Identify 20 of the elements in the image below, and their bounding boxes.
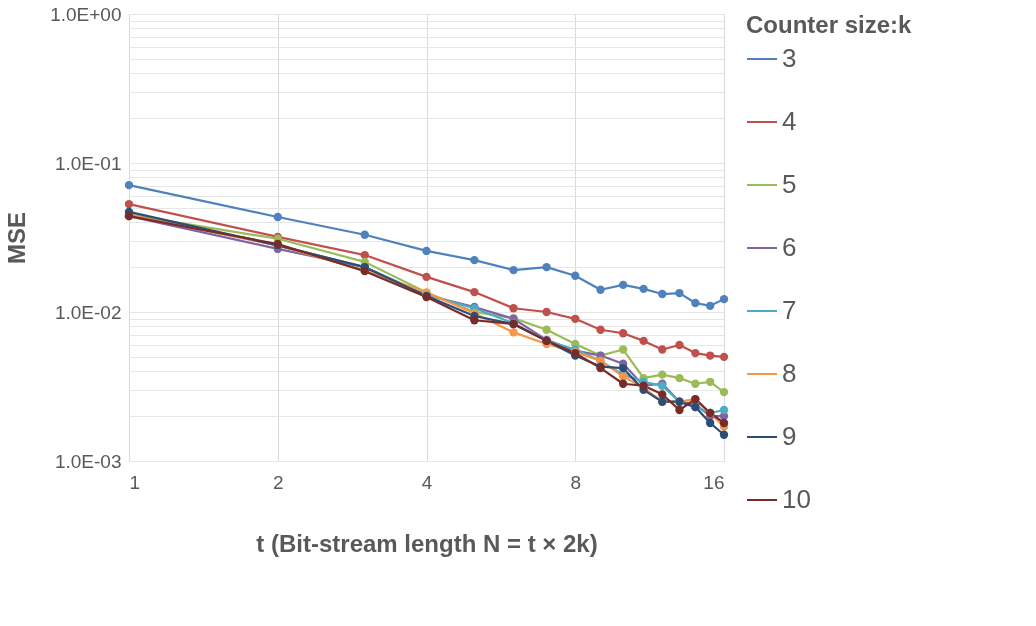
legend-title: Counter size:k [746,11,913,38]
legend-label: 5 [782,169,797,199]
x-tick-label: 4 [421,471,433,493]
x-axis-title: t (Bit-stream length N = t × 2k) [256,529,598,557]
legend-label: 9 [782,421,797,451]
y-axis-title: MSE [3,211,31,265]
legend-label: 4 [782,106,797,136]
x-tick-label: 2 [272,471,284,493]
legend-label: 6 [782,232,797,262]
y-tick-label: 1.0E-02 [54,301,122,323]
x-tick-label: 1 [129,471,141,493]
x-tick-label: 16 [703,471,725,493]
y-tick-label: 1.0E-03 [54,450,122,472]
y-tick-label: 1.0E+00 [50,3,122,25]
x-tick-label: 8 [570,471,582,493]
legend-label: 8 [782,358,797,388]
legend-label: 10 [782,484,811,514]
y-tick-label: 1.0E-01 [54,152,122,174]
legend-label: 3 [782,43,797,73]
legend-label: 7 [782,295,797,325]
